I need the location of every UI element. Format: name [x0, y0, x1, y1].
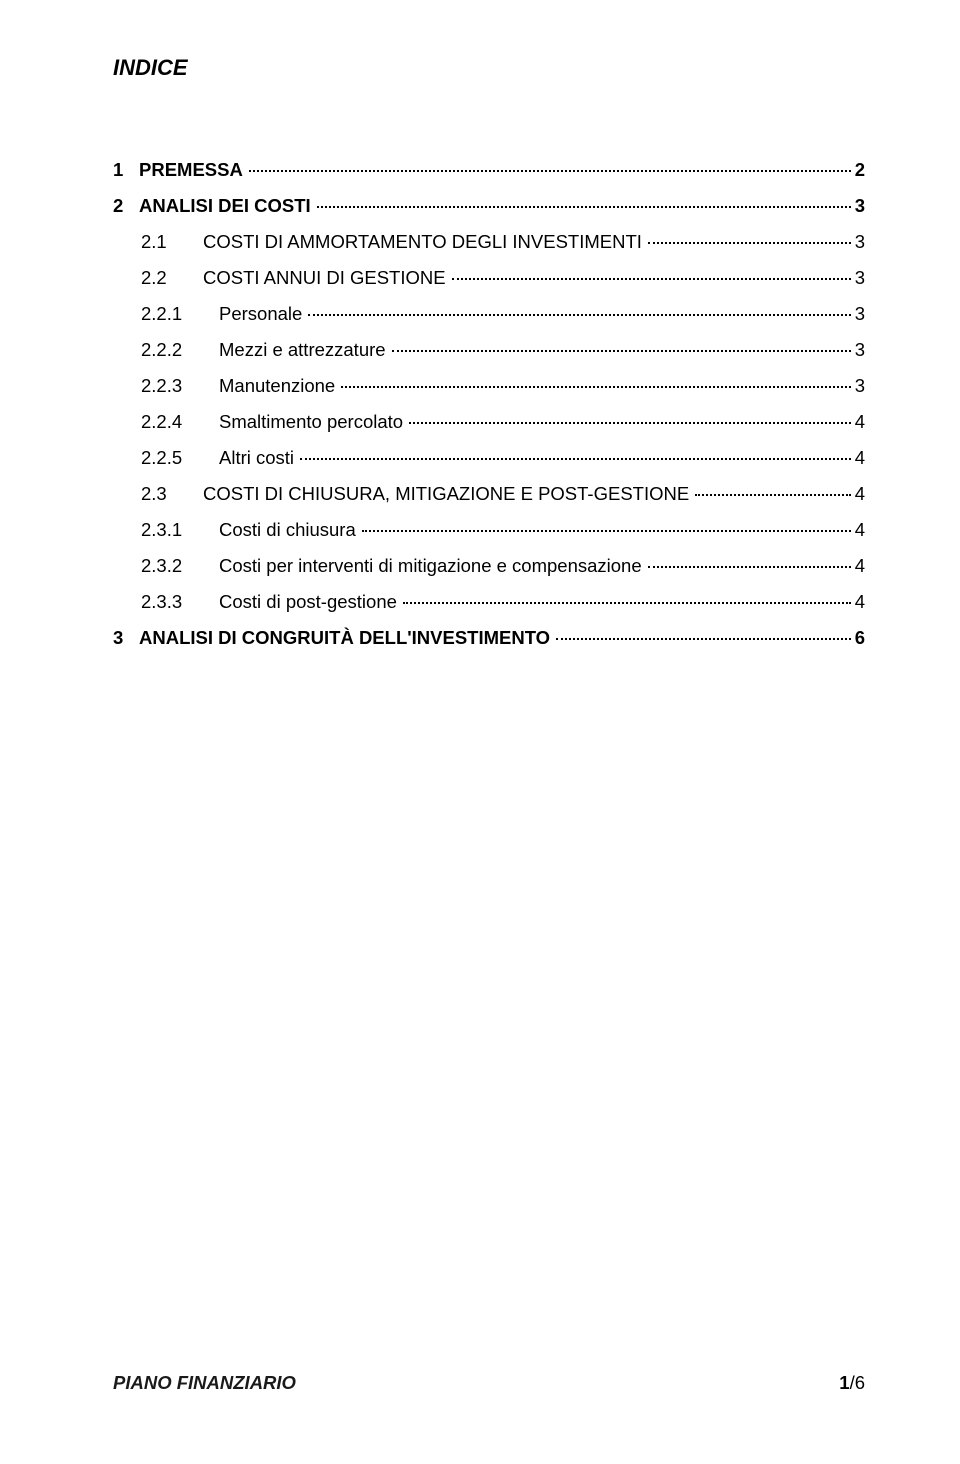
page: INDICE 1PREMESSA22ANALISI DEI COSTI32.1C… [0, 0, 960, 1464]
toc-entry: 1PREMESSA 2 [113, 159, 865, 181]
toc-entry: 2.1COSTI DI AMMORTAMENTO DEGLI INVESTIME… [113, 231, 865, 253]
toc-entry-label: PREMESSA [139, 159, 247, 181]
toc-entry: 2.2.1Personale 3 [113, 303, 865, 325]
toc-entry-label: Costi per interventi di mitigazione e co… [219, 555, 646, 577]
toc-entry-label: Smaltimento percolato [219, 411, 407, 433]
toc-entry-page: 2 [853, 159, 865, 181]
toc-leader-dots [300, 458, 851, 460]
toc-entry: 2.2.5Altri costi 4 [113, 447, 865, 469]
toc-entry-number: 2.3.3 [141, 591, 219, 613]
page-title: INDICE [113, 55, 865, 81]
toc-leader-dots [392, 350, 851, 352]
toc-entry-label: Manutenzione [219, 375, 339, 397]
toc-entry-label: Costi di post-gestione [219, 591, 401, 613]
footer-page-indicator: 1/6 [839, 1372, 865, 1394]
toc-entry-number: 1 [113, 159, 139, 181]
toc-entry-number: 3 [113, 627, 139, 649]
toc-entry: 2.3.1Costi di chiusura 4 [113, 519, 865, 541]
toc-entry-label: Costi di chiusura [219, 519, 360, 541]
toc-entry: 2ANALISI DEI COSTI 3 [113, 195, 865, 217]
toc-entry-number: 2.2.5 [141, 447, 219, 469]
toc-entry-page: 3 [853, 195, 865, 217]
toc-entry-number: 2.3 [141, 483, 203, 505]
table-of-contents: 1PREMESSA22ANALISI DEI COSTI32.1COSTI DI… [113, 159, 865, 649]
toc-entry: 2.3COSTI DI CHIUSURA, MITIGAZIONE E POST… [113, 483, 865, 505]
toc-entry-page: 3 [853, 303, 865, 325]
toc-entry-page: 4 [853, 591, 865, 613]
toc-entry-page: 6 [853, 627, 865, 649]
toc-entry: 2.3.2Costi per interventi di mitigazione… [113, 555, 865, 577]
toc-entry-number: 2.3.2 [141, 555, 219, 577]
toc-entry: 2.2.2Mezzi e attrezzature 3 [113, 339, 865, 361]
toc-entry: 2.3.3Costi di post-gestione 4 [113, 591, 865, 613]
toc-entry-label: COSTI DI AMMORTAMENTO DEGLI INVESTIMENTI [203, 231, 646, 253]
toc-entry-number: 2 [113, 195, 139, 217]
toc-leader-dots [556, 638, 851, 640]
toc-entry-page: 4 [853, 447, 865, 469]
toc-entry-label: Altri costi [219, 447, 298, 469]
toc-entry-number: 2.1 [141, 231, 203, 253]
footer: PIANO FINANZIARIO 1/6 [113, 1372, 865, 1394]
footer-doc-title: PIANO FINANZIARIO [113, 1372, 296, 1394]
toc-entry-page: 3 [853, 231, 865, 253]
toc-entry-number: 2.3.1 [141, 519, 219, 541]
toc-entry-number: 2.2.4 [141, 411, 219, 433]
toc-entry-page: 3 [853, 339, 865, 361]
toc-entry-label: ANALISI DI CONGRUITÀ DELL'INVESTIMENTO [139, 627, 554, 649]
toc-entry-label: Mezzi e attrezzature [219, 339, 390, 361]
toc-entry-number: 2.2.1 [141, 303, 219, 325]
footer-total-pages: 6 [855, 1372, 865, 1393]
toc-entry-page: 3 [853, 267, 865, 289]
toc-leader-dots [648, 242, 851, 244]
toc-entry-page: 4 [853, 411, 865, 433]
toc-leader-dots [308, 314, 850, 316]
toc-entry-label: Personale [219, 303, 306, 325]
toc-entry: 2.2.3Manutenzione 3 [113, 375, 865, 397]
toc-leader-dots [409, 422, 851, 424]
toc-entry-page: 4 [853, 483, 865, 505]
toc-leader-dots [403, 602, 851, 604]
toc-entry-page: 4 [853, 555, 865, 577]
toc-entry: 2.2.4Smaltimento percolato 4 [113, 411, 865, 433]
footer-current-page: 1 [839, 1372, 849, 1393]
toc-entry-label: COSTI DI CHIUSURA, MITIGAZIONE E POST-GE… [203, 483, 693, 505]
toc-entry-page: 4 [853, 519, 865, 541]
toc-leader-dots [648, 566, 851, 568]
toc-leader-dots [249, 170, 851, 172]
toc-leader-dots [695, 494, 851, 496]
toc-entry-page: 3 [853, 375, 865, 397]
toc-leader-dots [317, 206, 851, 208]
toc-leader-dots [341, 386, 850, 388]
toc-entry-number: 2.2.3 [141, 375, 219, 397]
toc-entry-label: ANALISI DEI COSTI [139, 195, 315, 217]
toc-entry: 2.2COSTI ANNUI DI GESTIONE 3 [113, 267, 865, 289]
toc-entry-number: 2.2.2 [141, 339, 219, 361]
toc-leader-dots [452, 278, 851, 280]
toc-entry: 3ANALISI DI CONGRUITÀ DELL'INVESTIMENTO 6 [113, 627, 865, 649]
toc-entry-number: 2.2 [141, 267, 203, 289]
toc-entry-label: COSTI ANNUI DI GESTIONE [203, 267, 450, 289]
toc-leader-dots [362, 530, 851, 532]
